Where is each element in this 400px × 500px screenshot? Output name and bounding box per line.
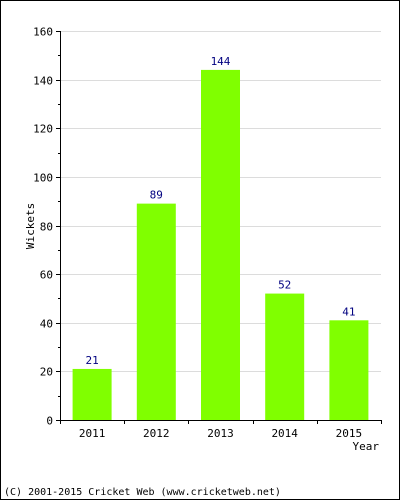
axes (60, 31, 381, 421)
y-tick-label: 160 (33, 26, 53, 39)
x-tick-label: 2011 (79, 427, 106, 440)
bar-2011 (72, 368, 112, 420)
y-tick-label: 20 (40, 366, 53, 379)
x-axis-title: Year (353, 440, 380, 453)
x-tick-label: 2014 (271, 427, 298, 440)
y-tick-label: 80 (40, 221, 53, 234)
data-label-2011: 21 (85, 354, 98, 367)
y-tick-label: 100 (33, 172, 53, 185)
y-tick-label: 60 (40, 269, 53, 282)
data-label-2013: 144 (211, 55, 231, 68)
y-axis-ticks: 0 20 40 60 80 100 120 140 160 (33, 26, 60, 428)
y-axis-title: Wickets (24, 203, 37, 249)
y-tick-label: 0 (46, 415, 53, 428)
x-axis-ticks: 2011 2012 2013 2014 2015 (60, 420, 382, 440)
y-tick-label: 40 (40, 318, 53, 331)
bar-2015 (329, 320, 369, 420)
data-label-2012: 89 (150, 189, 163, 202)
bar-2013 (201, 69, 240, 421)
data-label-2015: 41 (342, 305, 355, 318)
x-tick-label: 2012 (143, 427, 170, 440)
bar-2014 (265, 293, 305, 420)
bar-2012 (136, 203, 176, 420)
data-labels: 21 89 144 52 41 (85, 55, 355, 367)
data-label-2014: 52 (278, 279, 291, 292)
y-tick-label: 140 (33, 75, 53, 88)
x-tick-label: 2015 (336, 427, 363, 440)
bars (72, 69, 369, 421)
y-tick-label: 120 (33, 123, 53, 136)
x-tick-label: 2013 (207, 427, 234, 440)
copyright-footer: (C) 2001-2015 Cricket Web (www.cricketwe… (4, 487, 281, 498)
